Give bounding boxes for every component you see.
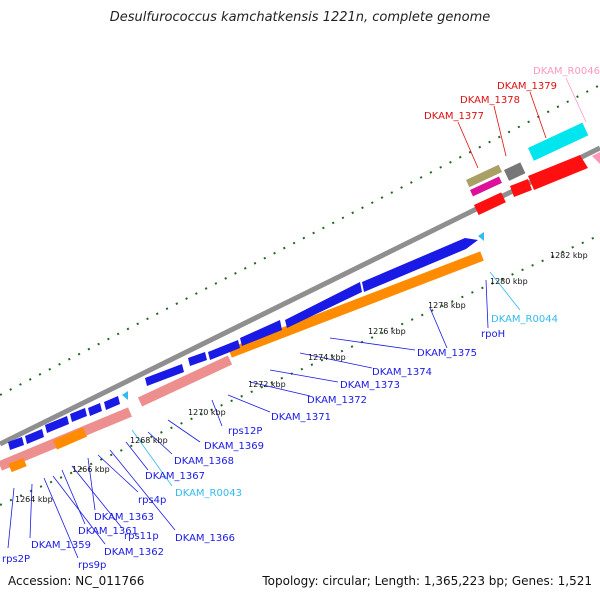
- top-gene-labels: DKAM_1377 DKAM_1378 DKAM_1379 DKAM_R0046: [424, 66, 600, 122]
- tick-1266: 1266 kbp: [72, 465, 110, 474]
- leader-r0046: [565, 77, 587, 123]
- leader-r0043: [131, 429, 173, 487]
- gene-arrow-1362: [70, 408, 87, 422]
- red-arrow-small: [510, 179, 532, 197]
- cyan-block: [528, 122, 589, 161]
- tick-1272: 1272 kbp: [248, 380, 286, 389]
- label-rps2p: rps2P: [2, 554, 30, 565]
- genome-backbone: [0, 145, 600, 447]
- pink-track-mid: [137, 355, 233, 407]
- label-rpoh: rpoH: [481, 329, 505, 340]
- label-dkam-1379: DKAM_1379: [497, 81, 557, 92]
- tick-1268: 1268 kbp: [130, 436, 168, 445]
- label-leaders: [7, 279, 489, 559]
- orange-track-small: [8, 457, 27, 473]
- label-dkam-1375: DKAM_1375: [417, 348, 477, 359]
- label-dkam-r0044: DKAM_R0044: [491, 314, 558, 325]
- label-dkam-1369: DKAM_1369: [204, 441, 264, 452]
- rna-arrow-r0043: [122, 391, 128, 400]
- magenta-block: [470, 176, 502, 197]
- label-dkam-1371: DKAM_1371: [271, 412, 331, 423]
- orange-track-upper: [228, 251, 484, 358]
- top-label-leaders: [457, 91, 547, 169]
- tick-1270: 1270 kbp: [188, 408, 226, 417]
- tick-1276: 1276 kbp: [368, 327, 406, 336]
- gene-arrow-1374: [240, 320, 282, 346]
- gene-arrow-1357: [8, 437, 24, 450]
- outer-dotted-ring: [0, 84, 600, 396]
- gene-arrow-1372: [188, 352, 207, 366]
- leader-r0044: [489, 271, 521, 311]
- gene-arrow-1373: [208, 340, 240, 360]
- figure-title: Desulfurococcus kamchatkensis 1221n, com…: [109, 10, 491, 25]
- pink-arrow-r0046: [592, 152, 600, 164]
- label-dkam-1359: DKAM_1359: [31, 540, 91, 551]
- label-dkam-1362: DKAM_1362: [104, 547, 164, 558]
- label-dkam-1366: DKAM_1366: [175, 533, 235, 544]
- gene-arrow-1369: [145, 364, 184, 386]
- tick-1282: 1282 kbp: [550, 251, 588, 260]
- forward-strand-genes: [8, 232, 484, 450]
- label-dkam-1378: DKAM_1378: [460, 95, 520, 106]
- gene-arrow-1359: [25, 429, 44, 444]
- grey-block: [504, 162, 526, 181]
- reverse-strand-band: [0, 251, 484, 473]
- label-dkam-1363: DKAM_1363: [94, 512, 154, 523]
- red-block-left: [474, 192, 506, 215]
- olive-block: [465, 164, 503, 188]
- label-dkam-r0046: DKAM_R0046: [533, 66, 600, 77]
- kbp-ticks: 1264 kbp 1266 kbp 1268 kbp 1270 kbp 1272…: [15, 251, 588, 504]
- tick-1280: 1280 kbp: [490, 277, 528, 286]
- label-dkam-1374: DKAM_1374: [372, 367, 432, 378]
- gene-arrow-1361: [45, 416, 69, 433]
- label-dkam-1373: DKAM_1373: [340, 380, 400, 391]
- gene-arrow-1376: [362, 238, 478, 292]
- label-rps4p: rps4p: [138, 495, 166, 506]
- label-dkam-1367: DKAM_1367: [145, 471, 205, 482]
- label-dkam-1377: DKAM_1377: [424, 111, 484, 122]
- label-dkam-r0043: DKAM_R0043: [175, 488, 242, 499]
- bottom-gene-labels: rps2P DKAM_1359 rps9p DKAM_1362 DKAM_136…: [2, 314, 558, 571]
- label-rps9p: rps9p: [78, 560, 106, 571]
- rna-arrow-r0044: [478, 232, 484, 241]
- label-dkam-1361: DKAM_1361: [78, 526, 138, 537]
- label-rps12p: rps12P: [228, 426, 262, 437]
- genome-summary: Topology: circular; Length: 1,365,223 bp…: [262, 574, 592, 588]
- red-arrow-large: [528, 155, 588, 190]
- accession-text: Accession: NC_011766: [8, 574, 145, 588]
- tick-1274: 1274 kbp: [308, 353, 346, 362]
- upper-right-cluster: [465, 122, 600, 215]
- label-dkam-1372: DKAM_1372: [307, 395, 367, 406]
- orange-track-left: [53, 427, 87, 450]
- label-dkam-1368: DKAM_1368: [174, 456, 234, 467]
- tick-1264: 1264 kbp: [15, 495, 53, 504]
- gene-arrow-1375: [285, 282, 362, 328]
- label-rps11p: rps11p: [124, 531, 159, 542]
- gene-arrow-1363: [88, 403, 102, 416]
- gene-arrow-1366: [104, 396, 120, 410]
- tick-1278: 1278 kbp: [428, 301, 466, 310]
